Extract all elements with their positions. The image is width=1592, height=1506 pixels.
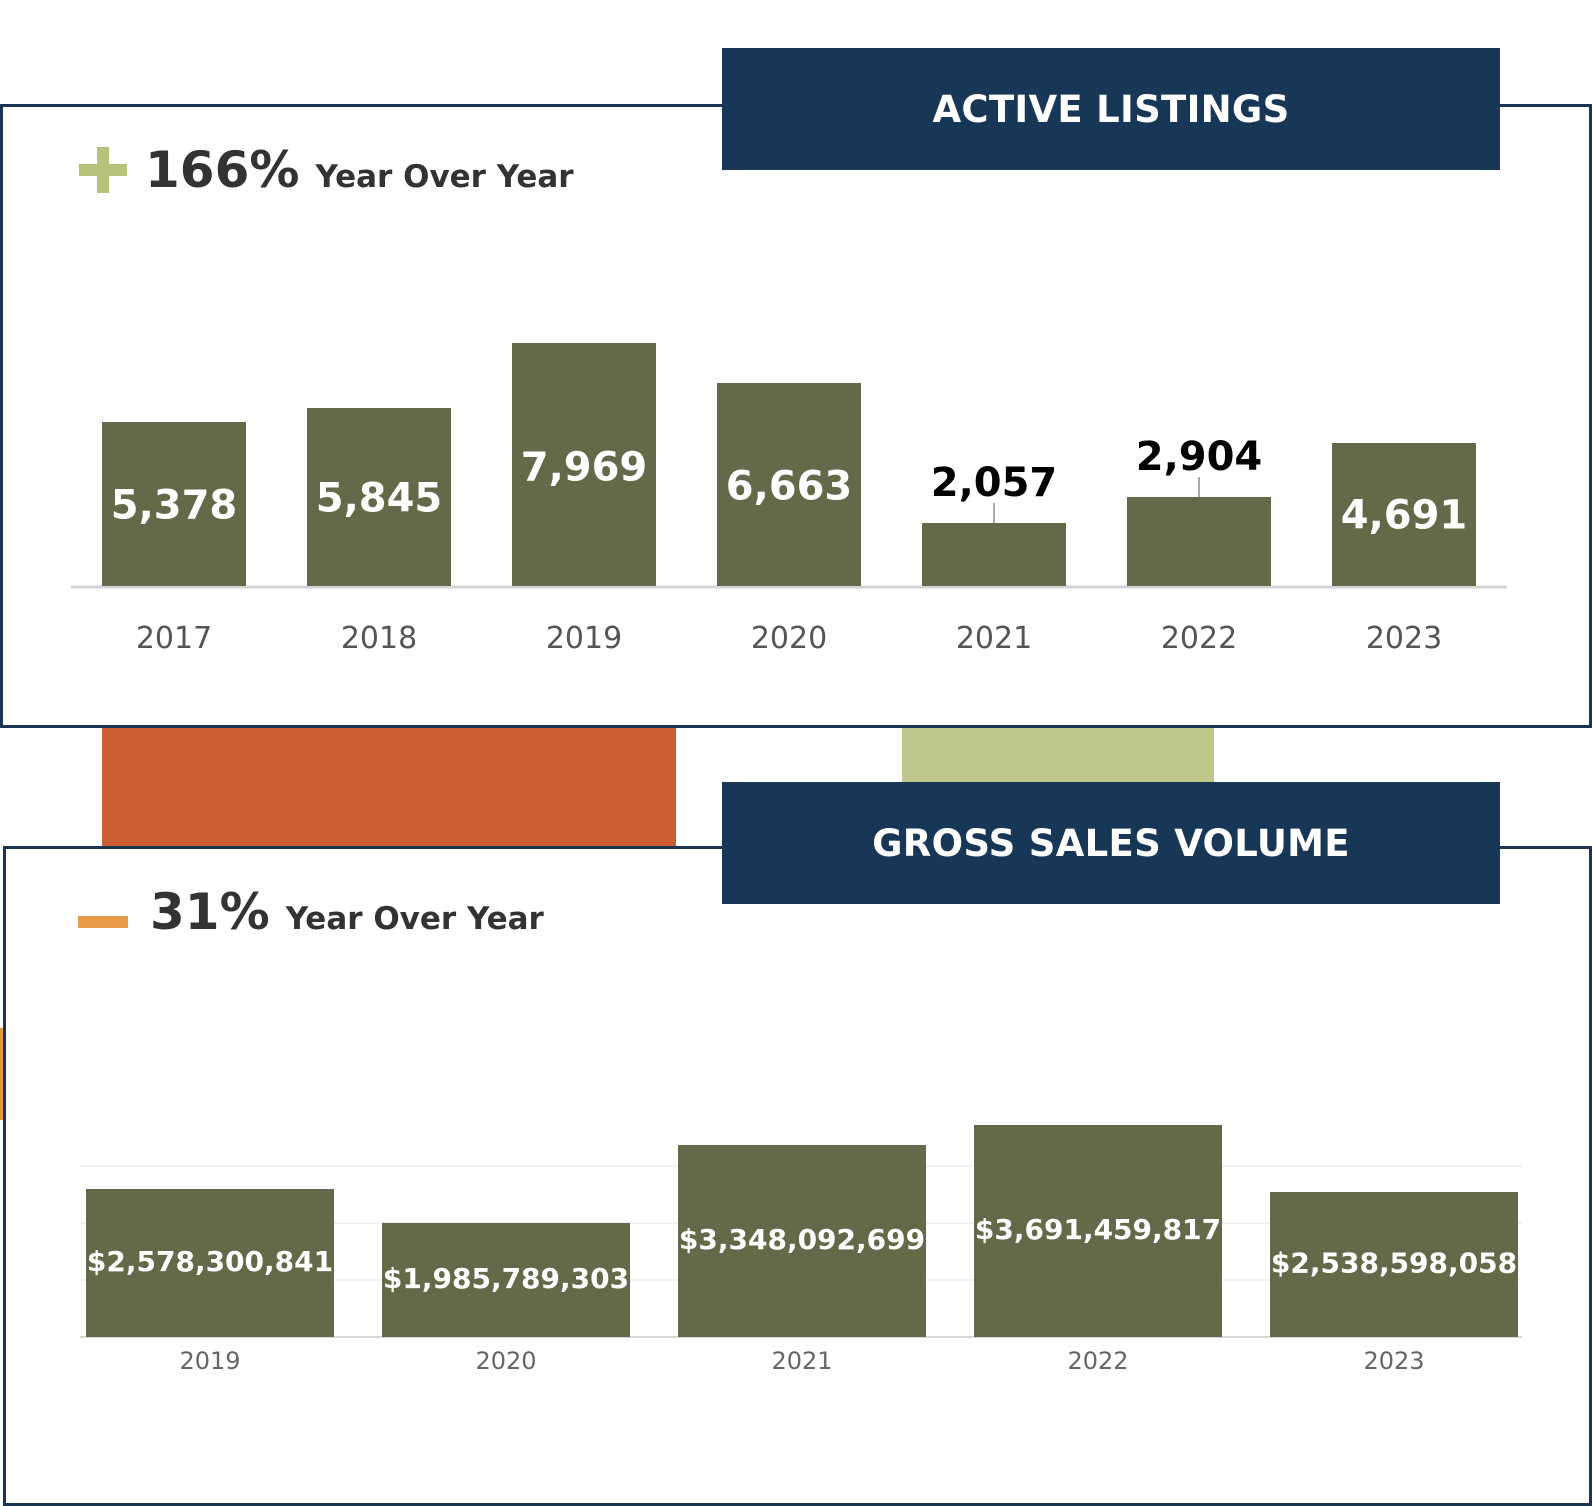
x-tick-label: 2020 — [475, 1347, 536, 1375]
x-tick-label: 2021 — [956, 621, 1032, 656]
data-label: $1,985,789,303 — [383, 1262, 629, 1295]
orange-block — [102, 712, 676, 852]
x-tick-label: 2023 — [1366, 621, 1442, 656]
data-label: 5,845 — [316, 476, 443, 522]
data-label: 5,378 — [111, 482, 238, 528]
x-tick-label: 2020 — [751, 621, 827, 656]
bar — [86, 1189, 334, 1337]
x-tick-label: 2022 — [1161, 621, 1237, 656]
bar — [717, 383, 861, 586]
bar — [974, 1125, 1222, 1337]
bar — [1332, 443, 1476, 586]
active-listings-yoy: 166% Year Over Year — [145, 141, 574, 199]
yoy-label: Year Over Year — [315, 159, 574, 195]
orange-edge-mark — [0, 1028, 4, 1120]
data-label: $2,538,598,058 — [1271, 1247, 1517, 1280]
x-tick-label: 2022 — [1067, 1347, 1128, 1375]
data-label: 2,057 — [931, 460, 1058, 506]
yoy-percent: 166% — [145, 141, 300, 199]
x-tick-label: 2019 — [179, 1347, 240, 1375]
bar — [678, 1145, 926, 1337]
x-tick-label: 2019 — [546, 621, 622, 656]
data-label: 7,969 — [521, 444, 648, 490]
x-tick-label: 2017 — [136, 621, 212, 656]
x-tick-label: 2021 — [771, 1347, 832, 1375]
gross-sales-yoy: 31% Year Over Year — [150, 883, 544, 941]
minus-icon — [78, 916, 128, 928]
data-label: 4,691 — [1341, 492, 1468, 538]
yoy-label: Year Over Year — [285, 901, 544, 937]
data-label: 6,663 — [726, 464, 853, 510]
active-listings-chart: 5,378 2017 5,845 2018 7,969 2019 6,663 2020 2,05… — [71, 343, 1507, 656]
active-listings-header: ACTIVE LISTINGS — [722, 48, 1500, 170]
bar — [922, 523, 1066, 586]
data-label: 2,904 — [1136, 434, 1263, 480]
bar — [1127, 497, 1271, 586]
bar — [382, 1223, 630, 1337]
plus-icon — [79, 147, 127, 193]
bar — [307, 408, 451, 586]
gross-sales-header: GROSS SALES VOLUME — [722, 782, 1500, 904]
x-tick-label: 2018 — [341, 621, 417, 656]
bar — [102, 422, 246, 586]
x-tick-label: 2023 — [1363, 1347, 1424, 1375]
data-label: $3,691,459,817 — [975, 1213, 1221, 1246]
bar — [512, 343, 656, 586]
data-label: $3,348,092,699 — [679, 1223, 925, 1256]
bar — [1270, 1192, 1518, 1337]
yoy-percent: 31% — [150, 883, 270, 941]
data-label: $2,578,300,841 — [87, 1245, 333, 1278]
